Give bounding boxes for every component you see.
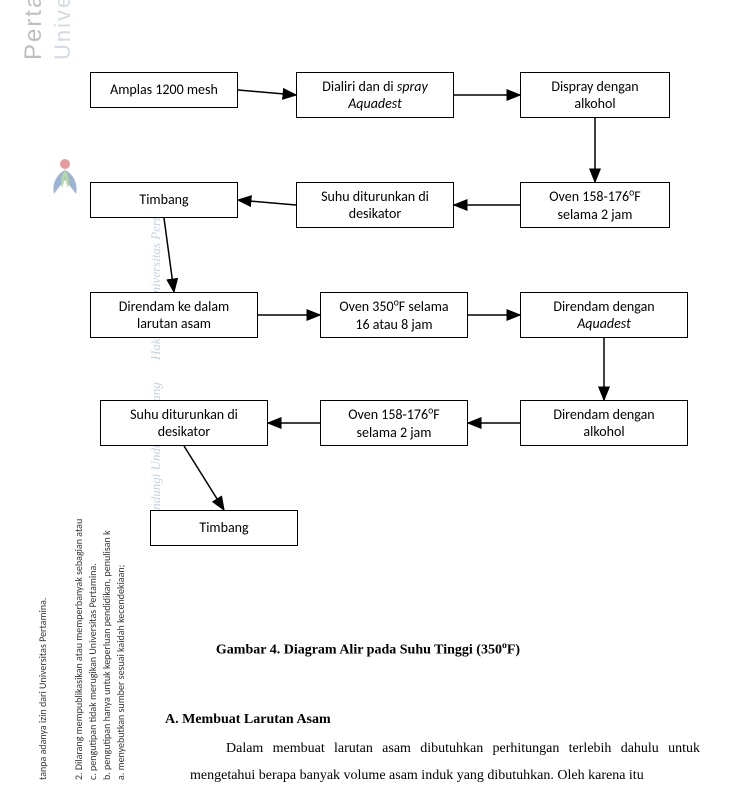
side-copyright-5: a. menyebutkan sumber sesuai kaidah kece… [114, 565, 127, 780]
side-copyright-1: tanpa adanya izin dari Universitas Perta… [36, 598, 49, 780]
section-heading-a: A. Membuat Larutan Asam [165, 712, 331, 728]
watermark-universitas: Universitas [50, 0, 76, 60]
watermark-pertamina: Pertamina [20, 0, 48, 60]
side-copyright-3: c. pengutipan tidak merugikan Universita… [86, 563, 99, 780]
flow-arrows [80, 72, 720, 592]
body-paragraph: Dalam membuat larutan asam dibutuhkan pe… [190, 736, 700, 789]
figure-caption: Gambar 4. Diagram Alir pada Suhu Tinggi … [0, 640, 736, 659]
